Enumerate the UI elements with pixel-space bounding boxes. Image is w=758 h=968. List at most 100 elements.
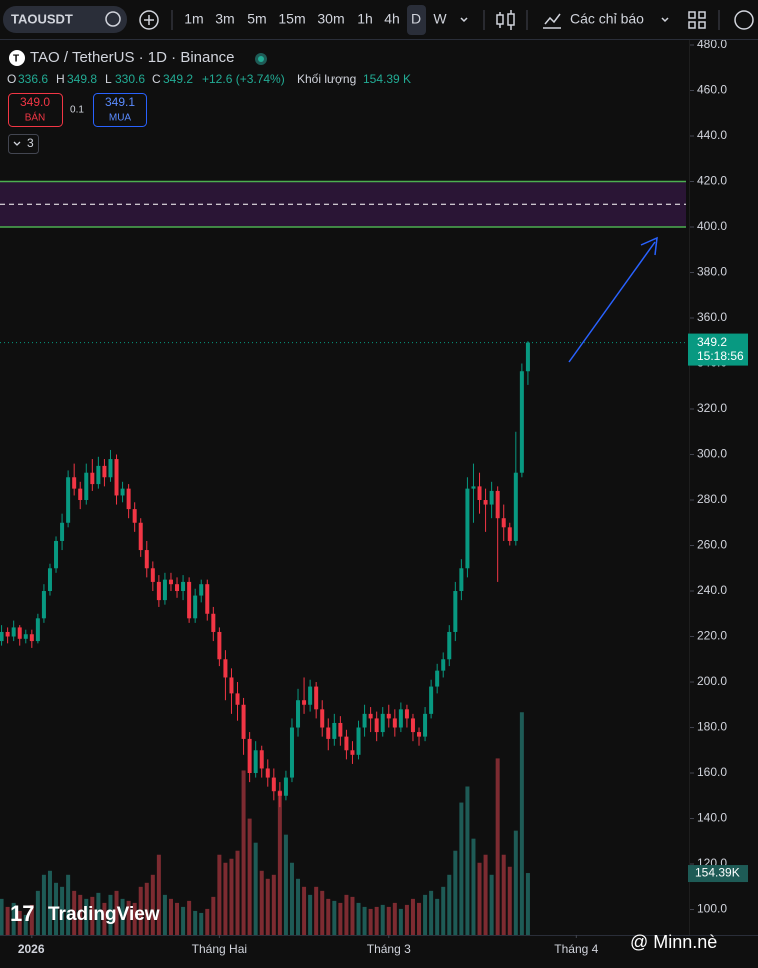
interval[interactable]: D [411,11,421,27]
buy-button[interactable] [93,93,147,127]
interval[interactable]: 1h [357,11,373,27]
volume-bar [332,900,337,935]
indicators-button[interactable]: Các chỉ báo [570,11,644,27]
candle-body [289,727,294,778]
y-tick-label: 380.0 [697,265,727,279]
last-price-box [688,333,748,366]
tv-logo: 17 [10,901,34,926]
candle-body [253,750,258,774]
volume-value: 154.39 K [363,72,411,86]
brand: TradingView [48,904,160,925]
caret[interactable] [460,17,468,23]
y-tick-label: 100.0 [697,902,727,916]
volume-bar [168,898,173,935]
volume-bar [0,898,4,935]
candle-body [283,777,288,796]
candle-body [66,477,71,523]
x-tick-label: Tháng 4 [554,942,598,956]
indicator-icon[interactable] [543,13,561,29]
sell-button[interactable] [8,93,63,127]
volume-bar [320,890,325,935]
volume-axis-label: 154.39K [695,866,740,880]
compare-button[interactable] [139,10,159,30]
volume-bar [435,898,440,935]
candle-body [350,750,355,755]
symbol-search[interactable] [3,6,127,33]
candle-body [41,591,46,619]
candle-body [417,732,422,737]
y-tick-label: 200.0 [697,674,727,688]
y-tick-label: 400.0 [697,219,727,233]
interval[interactable]: 15m [278,11,305,27]
caret[interactable] [661,17,669,23]
candle-body [332,722,337,739]
interval[interactable]: W [433,11,447,27]
interval[interactable]: 4h [384,11,400,27]
y-tick-label: 320.0 [697,401,727,415]
candle-body [314,686,319,710]
volume-bar [54,882,59,935]
candle-body [23,634,28,639]
volume-bar [507,866,512,935]
candle-body [84,472,89,501]
y-tick-label: 280.0 [697,492,727,506]
volume-bar [150,874,155,935]
volume-bar [199,912,204,935]
interval[interactable]: 3m [215,11,234,27]
volume-bar [338,902,343,935]
candle-body [11,627,16,637]
volume-bar [29,904,34,935]
layout-icon[interactable] [688,11,706,29]
candle-body [519,371,524,473]
volume-bar [368,908,373,935]
y-tick-label: 220.0 [697,629,727,643]
sell-label: BÁN [25,111,46,124]
volume-bar [90,896,95,935]
volume-bar [66,874,71,935]
alert-icon[interactable] [105,11,121,27]
interval[interactable]: 30m [317,11,344,27]
y-tick-label: 460.0 [697,83,727,97]
candle-body [380,713,385,733]
candle-body [114,459,119,496]
candle-body [138,522,143,551]
volume-bar [308,894,313,935]
volume-bar [477,862,482,935]
candle-body [338,722,343,737]
chart-type-body [507,13,515,26]
candle-body [435,670,440,687]
alert-clock[interactable] [734,10,754,30]
volume-bar [35,890,40,935]
volume-bar [156,854,161,935]
volume-bar [423,894,428,935]
candle-body [144,550,149,569]
plus-icon [144,15,154,25]
buy-label: MUA [109,113,132,124]
volume-bar [114,890,119,935]
volume-bar [96,892,101,935]
candle-body [47,568,52,592]
arrow-head [640,236,658,256]
candle-body [483,500,488,505]
volume-bar [283,834,288,935]
volume-bar [350,896,355,935]
candle-body [271,777,276,792]
ohlc-value: 349.2 [163,72,193,86]
studies-toggle[interactable] [8,134,39,154]
volume-bar [217,854,222,935]
candle-body [453,591,458,632]
x-tick-label: 2026 [18,942,45,956]
interval[interactable]: 5m [247,11,266,27]
volume-bar [144,882,149,935]
volume-bar [374,906,379,935]
change: +12.6 (+3.74%) [202,72,285,86]
volume-bar [314,886,319,935]
volume-bar [410,898,415,935]
volume-bar [17,910,22,935]
candle-body [308,686,313,705]
interval[interactable]: 1m [184,11,203,27]
volume-bar [380,904,385,935]
candle-body [199,584,204,596]
volume-bar [47,870,52,935]
candle-body [0,631,4,642]
